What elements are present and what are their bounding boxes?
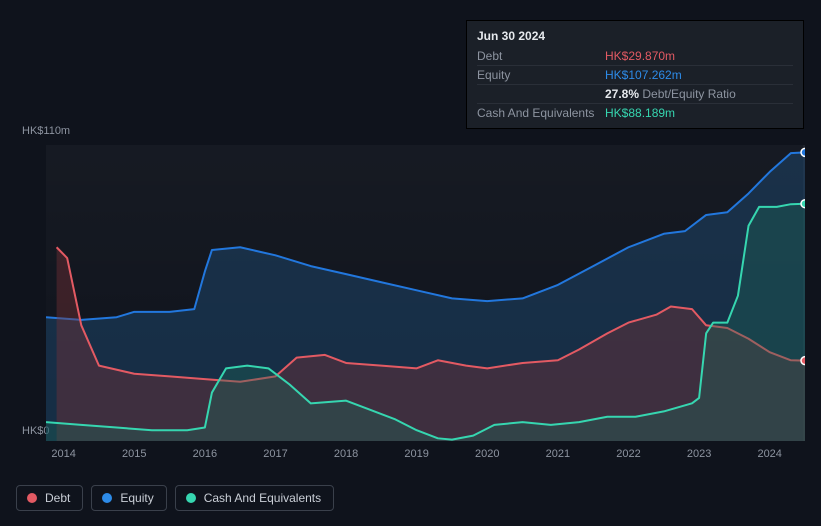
- tooltip-value: HK$29.870m: [605, 47, 793, 66]
- x-tick-label: 2020: [475, 448, 499, 460]
- legend-item-debt[interactable]: Debt: [16, 485, 83, 511]
- chart-stage: Jun 30 2024 Debt HK$29.870m Equity HK$10…: [0, 0, 821, 526]
- tooltip-date: Jun 30 2024: [477, 27, 793, 47]
- x-tick-label: 2019: [404, 448, 428, 460]
- legend-dot-icon: [102, 493, 112, 503]
- y-axis-label-top: HK$110m: [22, 125, 70, 137]
- x-tick-label: 2023: [687, 448, 711, 460]
- x-tick-label: 2024: [757, 448, 781, 460]
- legend-label: Debt: [45, 491, 70, 505]
- chart-svg: [46, 145, 805, 441]
- tooltip-value: HK$107.262m: [605, 66, 793, 85]
- plot-region[interactable]: [46, 145, 805, 441]
- chart-legend: Debt Equity Cash And Equivalents: [16, 485, 334, 511]
- tooltip-table: Debt HK$29.870m Equity HK$107.262m 27.8%…: [477, 47, 793, 122]
- tooltip-row-ratio: 27.8% Debt/Equity Ratio: [477, 85, 793, 104]
- legend-label: Cash And Equivalents: [204, 491, 321, 505]
- x-tick-label: 2016: [193, 448, 217, 460]
- x-tick-label: 2018: [334, 448, 358, 460]
- x-tick-label: 2017: [263, 448, 287, 460]
- chart-area: HK$110m HK$0 201420152016201720182019202…: [16, 120, 805, 480]
- tooltip-label: [477, 85, 605, 104]
- tooltip-panel: Jun 30 2024 Debt HK$29.870m Equity HK$10…: [466, 20, 804, 129]
- legend-item-cash[interactable]: Cash And Equivalents: [175, 485, 334, 511]
- x-tick-label: 2015: [122, 448, 146, 460]
- tooltip-value: 27.8% Debt/Equity Ratio: [605, 85, 793, 104]
- tooltip-row-equity: Equity HK$107.262m: [477, 66, 793, 85]
- x-axis-ticks: 2014 2015 2016 2017 2018 2019 2020 2021 2022 2023…: [46, 448, 805, 466]
- tooltip-label: Equity: [477, 66, 605, 85]
- x-tick-label: 2014: [51, 448, 75, 460]
- legend-label: Equity: [120, 491, 153, 505]
- legend-dot-icon: [27, 493, 37, 503]
- legend-dot-icon: [186, 493, 196, 503]
- x-tick-label: 2021: [546, 448, 570, 460]
- tooltip-label: Debt: [477, 47, 605, 66]
- x-tick-label: 2022: [616, 448, 640, 460]
- tooltip-row-debt: Debt HK$29.870m: [477, 47, 793, 66]
- legend-item-equity[interactable]: Equity: [91, 485, 166, 511]
